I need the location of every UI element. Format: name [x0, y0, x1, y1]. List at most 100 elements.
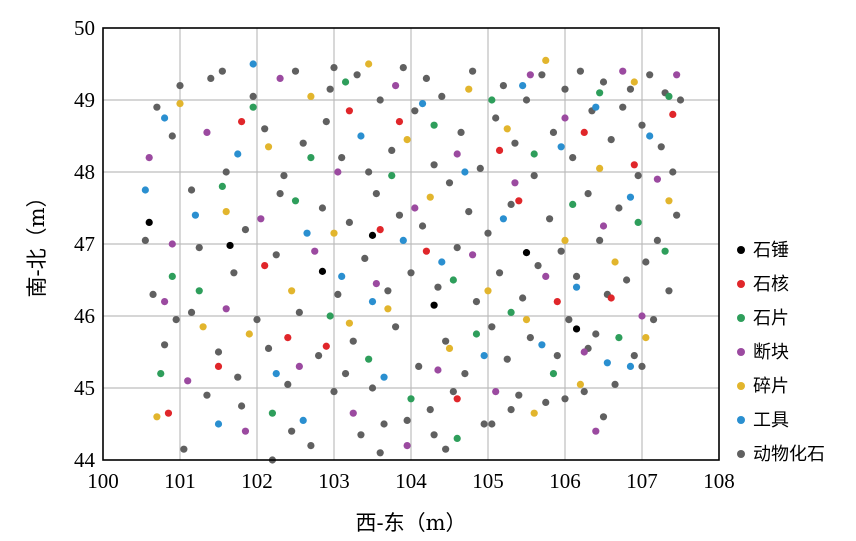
- data-point: [530, 409, 538, 417]
- data-point: [368, 384, 377, 392]
- data-point: [161, 341, 169, 349]
- data-point: [422, 247, 430, 255]
- legend-label: 动物化石: [753, 444, 825, 465]
- data-point: [603, 359, 611, 367]
- data-point: [599, 222, 608, 230]
- data-point: [249, 60, 257, 68]
- data-point: [307, 442, 315, 450]
- data-point: [657, 143, 665, 151]
- data-point: [349, 409, 357, 417]
- data-point: [399, 64, 407, 72]
- data-point: [449, 388, 457, 396]
- data-point: [434, 366, 442, 374]
- data-point: [307, 92, 315, 100]
- data-point: [418, 100, 427, 108]
- data-point: [345, 218, 353, 226]
- x-tick-label: 103: [318, 469, 350, 493]
- data-point: [580, 388, 588, 396]
- data-point: [214, 348, 223, 356]
- data-point: [168, 132, 176, 140]
- data-point: [480, 352, 488, 360]
- data-point: [592, 330, 600, 338]
- data-point: [161, 298, 169, 306]
- data-point: [334, 290, 342, 298]
- data-point: [318, 267, 327, 275]
- data-point: [557, 247, 565, 255]
- data-point: [407, 269, 415, 277]
- data-point: [153, 103, 161, 111]
- data-point: [503, 125, 511, 133]
- data-point: [184, 377, 192, 385]
- x-tick-label: 100: [87, 469, 119, 493]
- data-point: [495, 146, 504, 154]
- data-point: [380, 420, 388, 428]
- data-point: [368, 231, 377, 239]
- data-point: [495, 269, 504, 277]
- data-point: [272, 251, 280, 259]
- data-point: [553, 352, 561, 360]
- data-point: [461, 370, 469, 378]
- data-point: [330, 388, 338, 396]
- data-point: [395, 211, 404, 219]
- data-point: [249, 103, 257, 111]
- data-point: [630, 352, 638, 360]
- data-point: [615, 204, 623, 212]
- data-point: [476, 164, 484, 172]
- data-point: [638, 312, 646, 320]
- legend-marker: [737, 382, 745, 390]
- data-point: [534, 262, 542, 270]
- legend-marker: [737, 416, 745, 424]
- data-point: [191, 211, 199, 219]
- data-point: [542, 398, 550, 406]
- data-point: [261, 125, 269, 133]
- data-point: [318, 204, 327, 212]
- data-point: [507, 200, 515, 208]
- data-point: [276, 74, 284, 82]
- x-tick-label: 105: [472, 469, 504, 493]
- data-point: [615, 334, 623, 342]
- x-tick-label: 107: [626, 469, 658, 493]
- y-tick-label: 48: [74, 160, 95, 184]
- data-point: [203, 391, 211, 399]
- data-point: [530, 150, 538, 158]
- data-point: [592, 103, 600, 111]
- data-point: [607, 136, 615, 144]
- data-point: [442, 337, 450, 345]
- data-point: [345, 107, 353, 115]
- data-point: [226, 241, 234, 250]
- data-point: [272, 370, 280, 378]
- data-point: [488, 420, 496, 428]
- data-point: [596, 164, 604, 172]
- data-point: [522, 316, 531, 324]
- data-point: [180, 445, 188, 453]
- data-point: [392, 323, 400, 331]
- x-tick-label: 108: [703, 469, 735, 493]
- data-point: [176, 82, 184, 90]
- data-point: [453, 434, 461, 442]
- y-tick-label: 47: [74, 232, 95, 256]
- data-point: [472, 298, 481, 306]
- data-point: [238, 402, 246, 410]
- legend-marker: [737, 348, 745, 356]
- data-point: [607, 294, 615, 302]
- data-point: [453, 150, 461, 158]
- data-point: [392, 82, 400, 90]
- data-point: [268, 409, 276, 417]
- data-point: [187, 186, 196, 194]
- data-point: [665, 287, 673, 295]
- data-point: [522, 249, 531, 257]
- data-point: [238, 118, 246, 126]
- data-point: [584, 190, 592, 198]
- data-point: [619, 103, 627, 111]
- data-point: [218, 67, 226, 75]
- data-point: [438, 258, 446, 266]
- data-point: [649, 316, 658, 324]
- data-point: [465, 208, 473, 216]
- legend-marker: [737, 246, 745, 254]
- data-point: [338, 272, 346, 280]
- data-point: [630, 161, 638, 169]
- data-point: [403, 442, 411, 450]
- data-point: [611, 258, 619, 266]
- y-axis-label: 南-北（m）: [25, 186, 49, 297]
- legend-label: 碎片: [753, 376, 789, 397]
